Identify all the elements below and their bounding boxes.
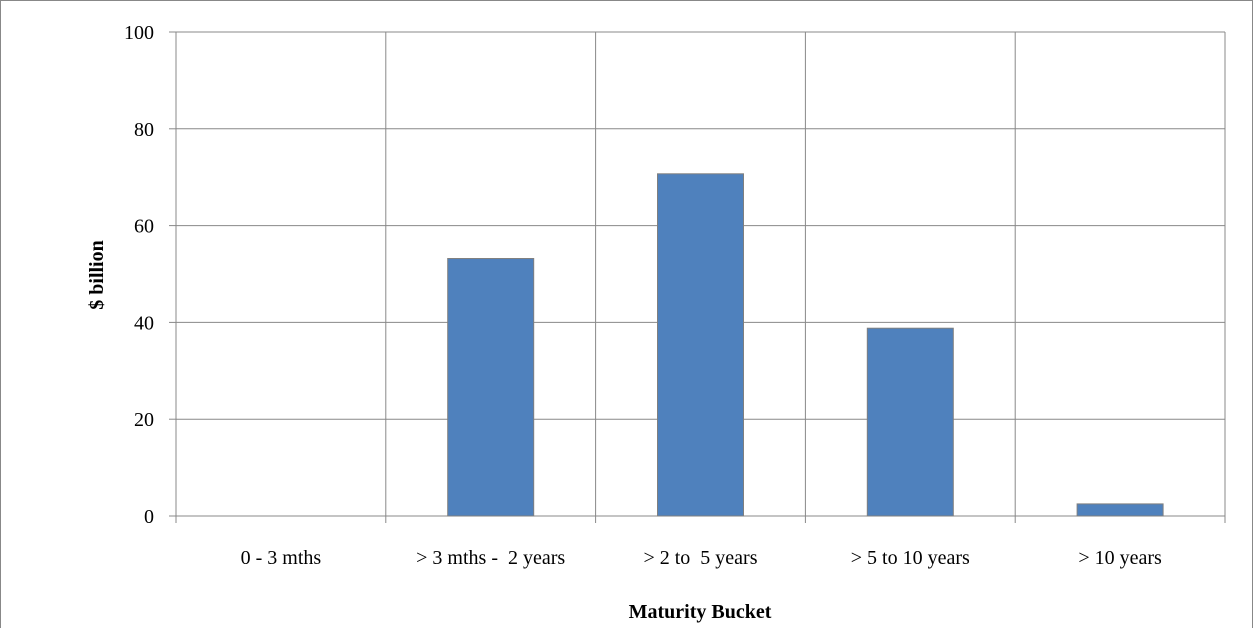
bar — [1076, 503, 1164, 517]
x-tick-label: > 2 to 5 years — [643, 547, 758, 569]
y-tick-label: 20 — [134, 409, 154, 431]
y-tick-label: 80 — [134, 119, 154, 141]
x-axis-title: Maturity Bucket — [629, 601, 772, 623]
y-tick-label: 0 — [144, 506, 154, 528]
x-tick-label: > 3 mths - 2 years — [416, 547, 566, 569]
y-tick-label: 100 — [124, 22, 154, 44]
y-tick-label: 40 — [134, 312, 154, 334]
y-tick-label: 60 — [134, 216, 154, 238]
x-tick-label: > 10 years — [1078, 547, 1162, 569]
bar — [657, 173, 744, 517]
x-tick-label: > 5 to 10 years — [850, 547, 970, 569]
bar — [866, 327, 954, 517]
bar — [447, 258, 535, 517]
y-axis-title: $ billion — [86, 240, 108, 309]
x-tick-label: 0 - 3 mths — [240, 547, 322, 569]
